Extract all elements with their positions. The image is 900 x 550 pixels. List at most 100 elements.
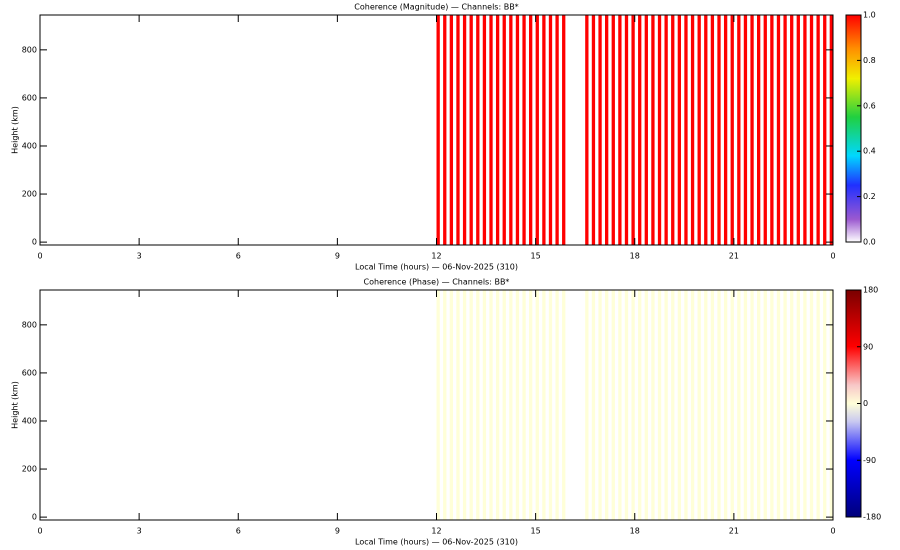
stripe [631, 290, 635, 520]
stripe [542, 290, 546, 520]
stripe [476, 15, 480, 245]
colorbar-tick-label: 90 [863, 342, 873, 351]
stripe [605, 290, 609, 520]
stripe [489, 290, 493, 520]
colorbar-tick-label: 0.8 [863, 56, 876, 65]
stripe [562, 15, 566, 245]
colorbar-tick-label: -90 [863, 456, 876, 465]
stripe [618, 290, 622, 520]
stripe [684, 15, 688, 245]
stripe [763, 290, 767, 520]
stripe [671, 290, 675, 520]
stripe [611, 290, 615, 520]
stripe [515, 290, 520, 520]
stripe [469, 290, 473, 520]
stripe [509, 290, 513, 520]
stripe [482, 290, 487, 520]
stripe [684, 290, 688, 520]
stripe [657, 15, 662, 245]
y-tick-label: 0 [32, 513, 37, 522]
colorbar-tick-label: 0.4 [863, 147, 876, 156]
x-tick-label: 15 [531, 527, 541, 536]
stripe [443, 290, 447, 520]
stripe [618, 15, 622, 245]
stripe [776, 15, 781, 245]
stripe [750, 15, 754, 245]
chart-title: Coherence (Magnitude) — Channels: BB* [354, 3, 518, 12]
x-tick-label: 9 [335, 252, 340, 261]
stripe [436, 290, 440, 520]
stripe [697, 15, 701, 245]
stripe [690, 15, 695, 245]
stripe [657, 290, 662, 520]
y-tick-label: 600 [22, 93, 37, 102]
stripe [651, 290, 655, 520]
stripe [816, 290, 820, 520]
stripe [598, 290, 602, 520]
x-axis-label: Local Time (hours) — 06-Nov-2025 (310) [355, 263, 518, 272]
stripe [730, 15, 734, 245]
stripe [803, 290, 807, 520]
stripe [651, 15, 655, 245]
stripe [456, 15, 460, 245]
stripe [664, 15, 668, 245]
x-tick-label: 0 [37, 527, 42, 536]
y-axis-label: Height (km) [11, 106, 20, 154]
stripe [522, 15, 526, 245]
stripe [809, 15, 814, 245]
stripe [783, 15, 787, 245]
stripe [611, 15, 615, 245]
stripe [704, 290, 708, 520]
stripe [591, 15, 596, 245]
stripe [737, 290, 741, 520]
stripe [638, 15, 642, 245]
stripe [770, 15, 774, 245]
stripe [482, 15, 487, 245]
stripe [456, 290, 460, 520]
stripe [790, 290, 794, 520]
colorbar-tick-label: 1.0 [863, 11, 876, 20]
y-tick-label: 200 [22, 190, 37, 199]
stripe [723, 290, 728, 520]
colorbar-tick-label: 0.6 [863, 101, 876, 110]
x-tick-label: 15 [531, 252, 541, 261]
x-tick-label: 3 [137, 252, 142, 261]
stripe [697, 290, 701, 520]
stripe [829, 290, 833, 520]
stripe [449, 290, 454, 520]
colorbar-tick-label: 180 [863, 286, 878, 295]
stripe [829, 15, 833, 245]
colorbar-tick-label: 0.0 [863, 238, 876, 247]
stripe [677, 15, 682, 245]
x-tick-label: 0 [830, 527, 835, 536]
x-tick-label: 12 [431, 252, 441, 261]
stripe [809, 290, 814, 520]
stripe [631, 15, 635, 245]
stripe [469, 15, 473, 245]
stripe [803, 15, 807, 245]
stripe [449, 15, 454, 245]
stripe [502, 15, 506, 245]
x-tick-label: 0 [37, 252, 42, 261]
stripe [776, 290, 781, 520]
y-tick-label: 200 [22, 465, 37, 474]
x-tick-label: 0 [830, 252, 835, 261]
stripe [495, 290, 500, 520]
x-tick-label: 6 [236, 252, 241, 261]
stripe [585, 15, 589, 245]
stripe [664, 290, 668, 520]
x-tick-label: 21 [729, 527, 739, 536]
stripe [624, 290, 629, 520]
stripe [605, 15, 609, 245]
stripe [816, 15, 820, 245]
y-tick-label: 600 [22, 368, 37, 377]
stripe [529, 290, 533, 520]
stripe [704, 15, 708, 245]
stripe [763, 15, 767, 245]
stripe [743, 290, 748, 520]
y-tick-label: 0 [32, 238, 37, 247]
stripe [548, 15, 553, 245]
stripe [515, 15, 520, 245]
stripe [535, 15, 539, 245]
